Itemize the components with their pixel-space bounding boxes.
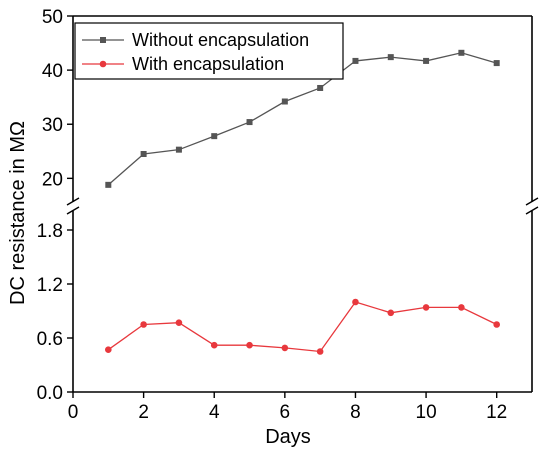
axis-ticks: 0 2 4 6 8 10 12 20 30 40 50 0.0 0.6 1.2 1.8 xyxy=(37,7,508,423)
legend-marker xyxy=(99,60,107,68)
data-point xyxy=(210,341,218,349)
plot-frame xyxy=(66,15,539,393)
data-point xyxy=(352,298,359,306)
data-point xyxy=(317,84,324,91)
legend-label: With encapsulation xyxy=(132,54,284,74)
y-tick-label: 40 xyxy=(42,61,63,82)
data-point xyxy=(281,344,289,352)
data-point xyxy=(105,346,112,354)
data-point xyxy=(352,57,359,64)
x-tick-label: 0 xyxy=(68,402,79,423)
data-point xyxy=(246,119,253,126)
x-tick-label: 10 xyxy=(416,402,437,423)
legend-label: Without encapsulation xyxy=(132,30,309,50)
data-point xyxy=(140,321,147,328)
data-point xyxy=(246,341,253,349)
axis-break-mark-left xyxy=(66,206,80,215)
x-tick-label: 2 xyxy=(138,402,149,423)
series-line-2 xyxy=(107,301,497,353)
data-point xyxy=(458,49,465,56)
y-tick-label: 20 xyxy=(42,169,63,190)
data-point xyxy=(175,146,182,153)
data-point xyxy=(423,57,430,64)
x-tick-label: 8 xyxy=(350,402,361,423)
y-tick-label: 30 xyxy=(42,115,63,136)
legend: Without encapsulation With encapsulation xyxy=(74,22,344,80)
legend-marker xyxy=(100,37,106,43)
data-point xyxy=(387,54,394,61)
x-tick-label: 12 xyxy=(486,402,507,423)
data-point xyxy=(175,319,183,327)
series-line-1 xyxy=(107,52,497,186)
x-tick-label: 6 xyxy=(280,402,291,423)
data-point xyxy=(493,60,500,67)
y-tick-label: 1.8 xyxy=(37,221,63,242)
data-point xyxy=(458,304,465,311)
x-tick-label: 4 xyxy=(209,402,220,423)
y-tick-label: 50 xyxy=(42,7,63,28)
y-tick-label: 0.6 xyxy=(37,329,63,350)
data-point xyxy=(211,133,218,140)
legend-box xyxy=(74,22,344,80)
data-point xyxy=(387,309,395,317)
axis-break-mark-right xyxy=(525,206,539,215)
data-point xyxy=(316,348,324,355)
axis-break-mark-right xyxy=(525,197,539,206)
y-tick-label: 1.2 xyxy=(37,275,63,296)
data-point xyxy=(493,321,500,328)
data-point xyxy=(105,181,112,188)
data-point xyxy=(422,304,430,311)
data-point xyxy=(140,151,147,157)
data-point xyxy=(281,98,288,105)
y-axis-title: DC resistance in MΩ xyxy=(7,121,29,305)
axis-break-mark-left xyxy=(66,197,80,206)
x-axis-title: Days xyxy=(265,426,311,448)
y-tick-label: 0.0 xyxy=(37,383,63,404)
series-layer xyxy=(105,49,500,355)
